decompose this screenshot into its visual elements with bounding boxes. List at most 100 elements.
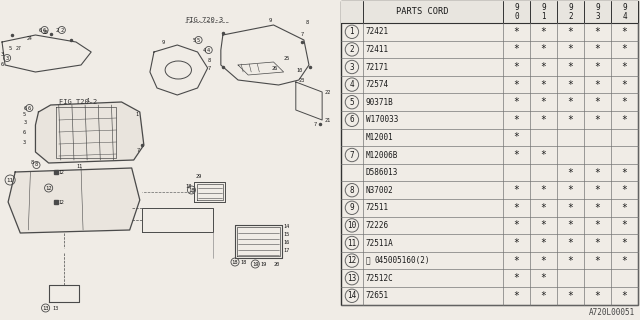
Text: 3: 3 bbox=[23, 121, 26, 125]
Text: *: * bbox=[513, 273, 520, 283]
Text: N37002: N37002 bbox=[366, 186, 394, 195]
Text: *: * bbox=[541, 62, 547, 72]
Text: *: * bbox=[513, 80, 520, 90]
Text: 2: 2 bbox=[349, 45, 354, 54]
Text: *: * bbox=[541, 256, 547, 266]
Text: 18: 18 bbox=[188, 188, 195, 193]
Text: *: * bbox=[513, 62, 520, 72]
Text: 17: 17 bbox=[284, 247, 290, 252]
Text: *: * bbox=[541, 238, 547, 248]
Text: *: * bbox=[568, 62, 573, 72]
Text: *: * bbox=[568, 44, 573, 54]
Text: 14: 14 bbox=[284, 223, 290, 228]
Text: 6: 6 bbox=[349, 115, 354, 124]
Text: M12001: M12001 bbox=[366, 133, 394, 142]
Text: *: * bbox=[541, 115, 547, 125]
Text: 72511: 72511 bbox=[366, 203, 389, 212]
Text: 4: 4 bbox=[349, 80, 354, 89]
Text: *: * bbox=[621, 44, 627, 54]
Text: 7: 7 bbox=[301, 33, 304, 37]
Text: *: * bbox=[568, 203, 573, 213]
Text: 72421: 72421 bbox=[366, 27, 389, 36]
Text: A720L00051: A720L00051 bbox=[589, 308, 635, 317]
Text: *: * bbox=[568, 256, 573, 266]
Bar bbox=[341, 1, 638, 23]
Text: 72226: 72226 bbox=[366, 221, 389, 230]
Text: 9: 9 bbox=[268, 18, 271, 22]
Text: 12: 12 bbox=[59, 170, 65, 174]
Text: 72512C: 72512C bbox=[366, 274, 394, 283]
Text: 13: 13 bbox=[52, 306, 59, 310]
Text: *: * bbox=[621, 256, 627, 266]
Text: *: * bbox=[513, 132, 520, 142]
Text: *: * bbox=[513, 203, 520, 213]
Text: 8: 8 bbox=[30, 159, 33, 164]
Text: *: * bbox=[621, 97, 627, 107]
Text: *: * bbox=[513, 44, 520, 54]
Text: 9: 9 bbox=[349, 203, 354, 212]
Text: 6: 6 bbox=[23, 106, 26, 110]
Text: 20: 20 bbox=[273, 261, 280, 267]
Text: 6: 6 bbox=[38, 28, 42, 33]
Text: *: * bbox=[595, 62, 600, 72]
Text: 18: 18 bbox=[240, 260, 246, 265]
Text: *: * bbox=[513, 27, 520, 37]
Text: *: * bbox=[595, 168, 600, 178]
Text: *: * bbox=[621, 203, 627, 213]
Text: *: * bbox=[541, 80, 547, 90]
Text: 2: 2 bbox=[60, 28, 63, 33]
Text: *: * bbox=[513, 115, 520, 125]
Text: *: * bbox=[513, 150, 520, 160]
Text: 7: 7 bbox=[349, 150, 354, 159]
Text: 16: 16 bbox=[284, 239, 290, 244]
Text: 15: 15 bbox=[284, 233, 290, 237]
Text: 9
0: 9 0 bbox=[514, 3, 519, 21]
Text: 21: 21 bbox=[324, 117, 330, 123]
Text: 8: 8 bbox=[306, 20, 309, 25]
Text: 25: 25 bbox=[284, 55, 290, 60]
Text: *: * bbox=[513, 185, 520, 195]
Text: *: * bbox=[621, 115, 627, 125]
Text: 3: 3 bbox=[6, 55, 9, 60]
Text: 11: 11 bbox=[76, 164, 82, 169]
Text: FIG.720-3: FIG.720-3 bbox=[186, 17, 223, 23]
Text: FIG T20-2: FIG T20-2 bbox=[59, 99, 97, 105]
Text: 3: 3 bbox=[349, 62, 354, 71]
Text: 9
4: 9 4 bbox=[622, 3, 627, 21]
Text: 5: 5 bbox=[349, 98, 354, 107]
Text: 9: 9 bbox=[162, 39, 165, 44]
Text: 19: 19 bbox=[252, 261, 259, 267]
Text: *: * bbox=[568, 80, 573, 90]
Text: *: * bbox=[513, 256, 520, 266]
Text: 23: 23 bbox=[299, 77, 305, 83]
Text: *: * bbox=[541, 203, 547, 213]
Text: *: * bbox=[568, 238, 573, 248]
Text: D586013: D586013 bbox=[366, 168, 398, 177]
Text: 1: 1 bbox=[86, 98, 89, 102]
Text: *: * bbox=[595, 203, 600, 213]
Text: 90371B: 90371B bbox=[366, 98, 394, 107]
Text: 11: 11 bbox=[6, 178, 13, 182]
Text: *: * bbox=[595, 97, 600, 107]
Text: *: * bbox=[541, 150, 547, 160]
Text: *: * bbox=[568, 168, 573, 178]
Text: *: * bbox=[513, 238, 520, 248]
Text: 7: 7 bbox=[207, 66, 211, 70]
Text: *: * bbox=[621, 220, 627, 230]
Text: 6: 6 bbox=[22, 130, 26, 134]
Text: *: * bbox=[595, 185, 600, 195]
Text: *: * bbox=[621, 62, 627, 72]
Text: 5: 5 bbox=[8, 45, 12, 51]
Text: 12: 12 bbox=[45, 186, 52, 190]
Text: 1: 1 bbox=[349, 27, 354, 36]
Text: 28: 28 bbox=[42, 30, 48, 36]
Text: *: * bbox=[568, 97, 573, 107]
Text: *: * bbox=[513, 291, 520, 301]
Text: *: * bbox=[541, 27, 547, 37]
Text: *: * bbox=[541, 185, 547, 195]
Text: Ⓢ: Ⓢ bbox=[366, 256, 371, 265]
Text: 9
3: 9 3 bbox=[595, 3, 600, 21]
Text: 12: 12 bbox=[59, 199, 65, 204]
Polygon shape bbox=[8, 168, 140, 233]
Text: *: * bbox=[621, 27, 627, 37]
